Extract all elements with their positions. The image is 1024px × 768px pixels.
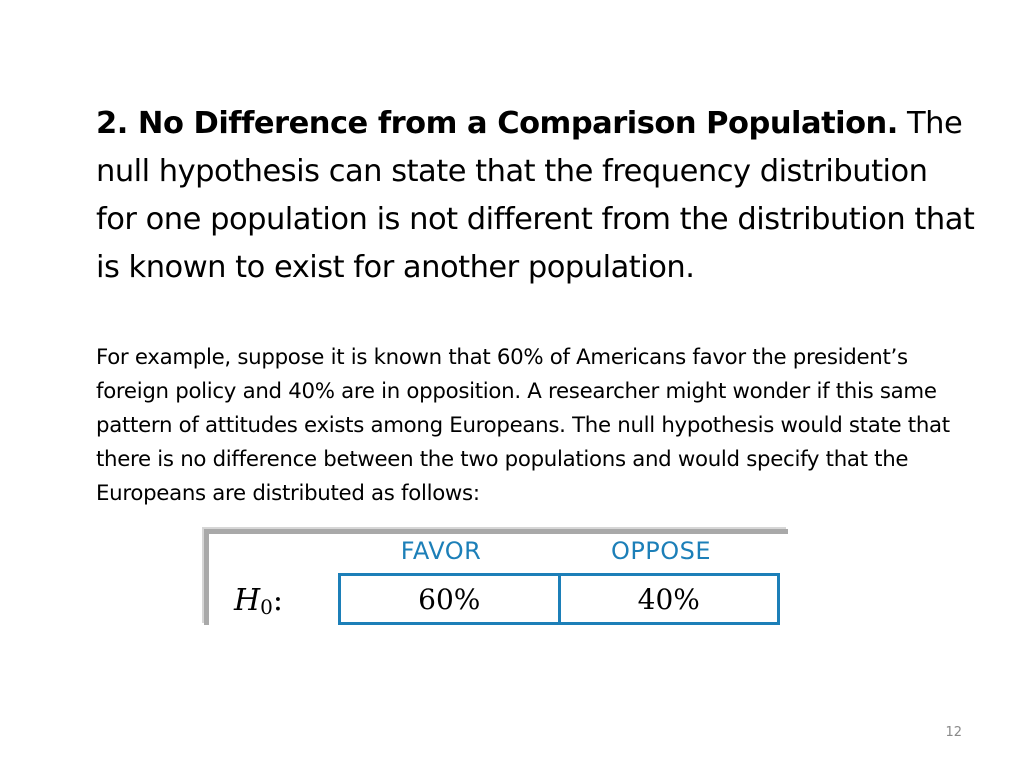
hypothesis-row: 60% 40% — [338, 573, 780, 625]
figure-frame — [204, 529, 788, 625]
null-hypothesis-label: H0: — [234, 583, 283, 619]
favor-value-cell: 60% — [418, 582, 481, 616]
h0-subscript: 0 — [260, 595, 273, 619]
favor-column-header: FAVOR — [400, 537, 482, 565]
null-hypothesis-figure: FAVOR OPPOSE H0: 60% 40% — [204, 529, 792, 629]
page-number: 12 — [945, 725, 962, 740]
main-paragraph: 2. No Difference from a Comparison Popul… — [96, 100, 976, 292]
example-paragraph: For example, suppose it is known that 60… — [96, 345, 950, 506]
h0-colon: : — [272, 583, 284, 618]
section-heading: 2. No Difference from a Comparison Popul… — [96, 106, 898, 141]
h0-symbol: H — [234, 583, 261, 618]
oppose-value-cell: 40% — [557, 576, 778, 622]
section-description: The null hypothesis can state that the f… — [96, 106, 975, 285]
oppose-column-header: OPPOSE — [610, 537, 712, 565]
